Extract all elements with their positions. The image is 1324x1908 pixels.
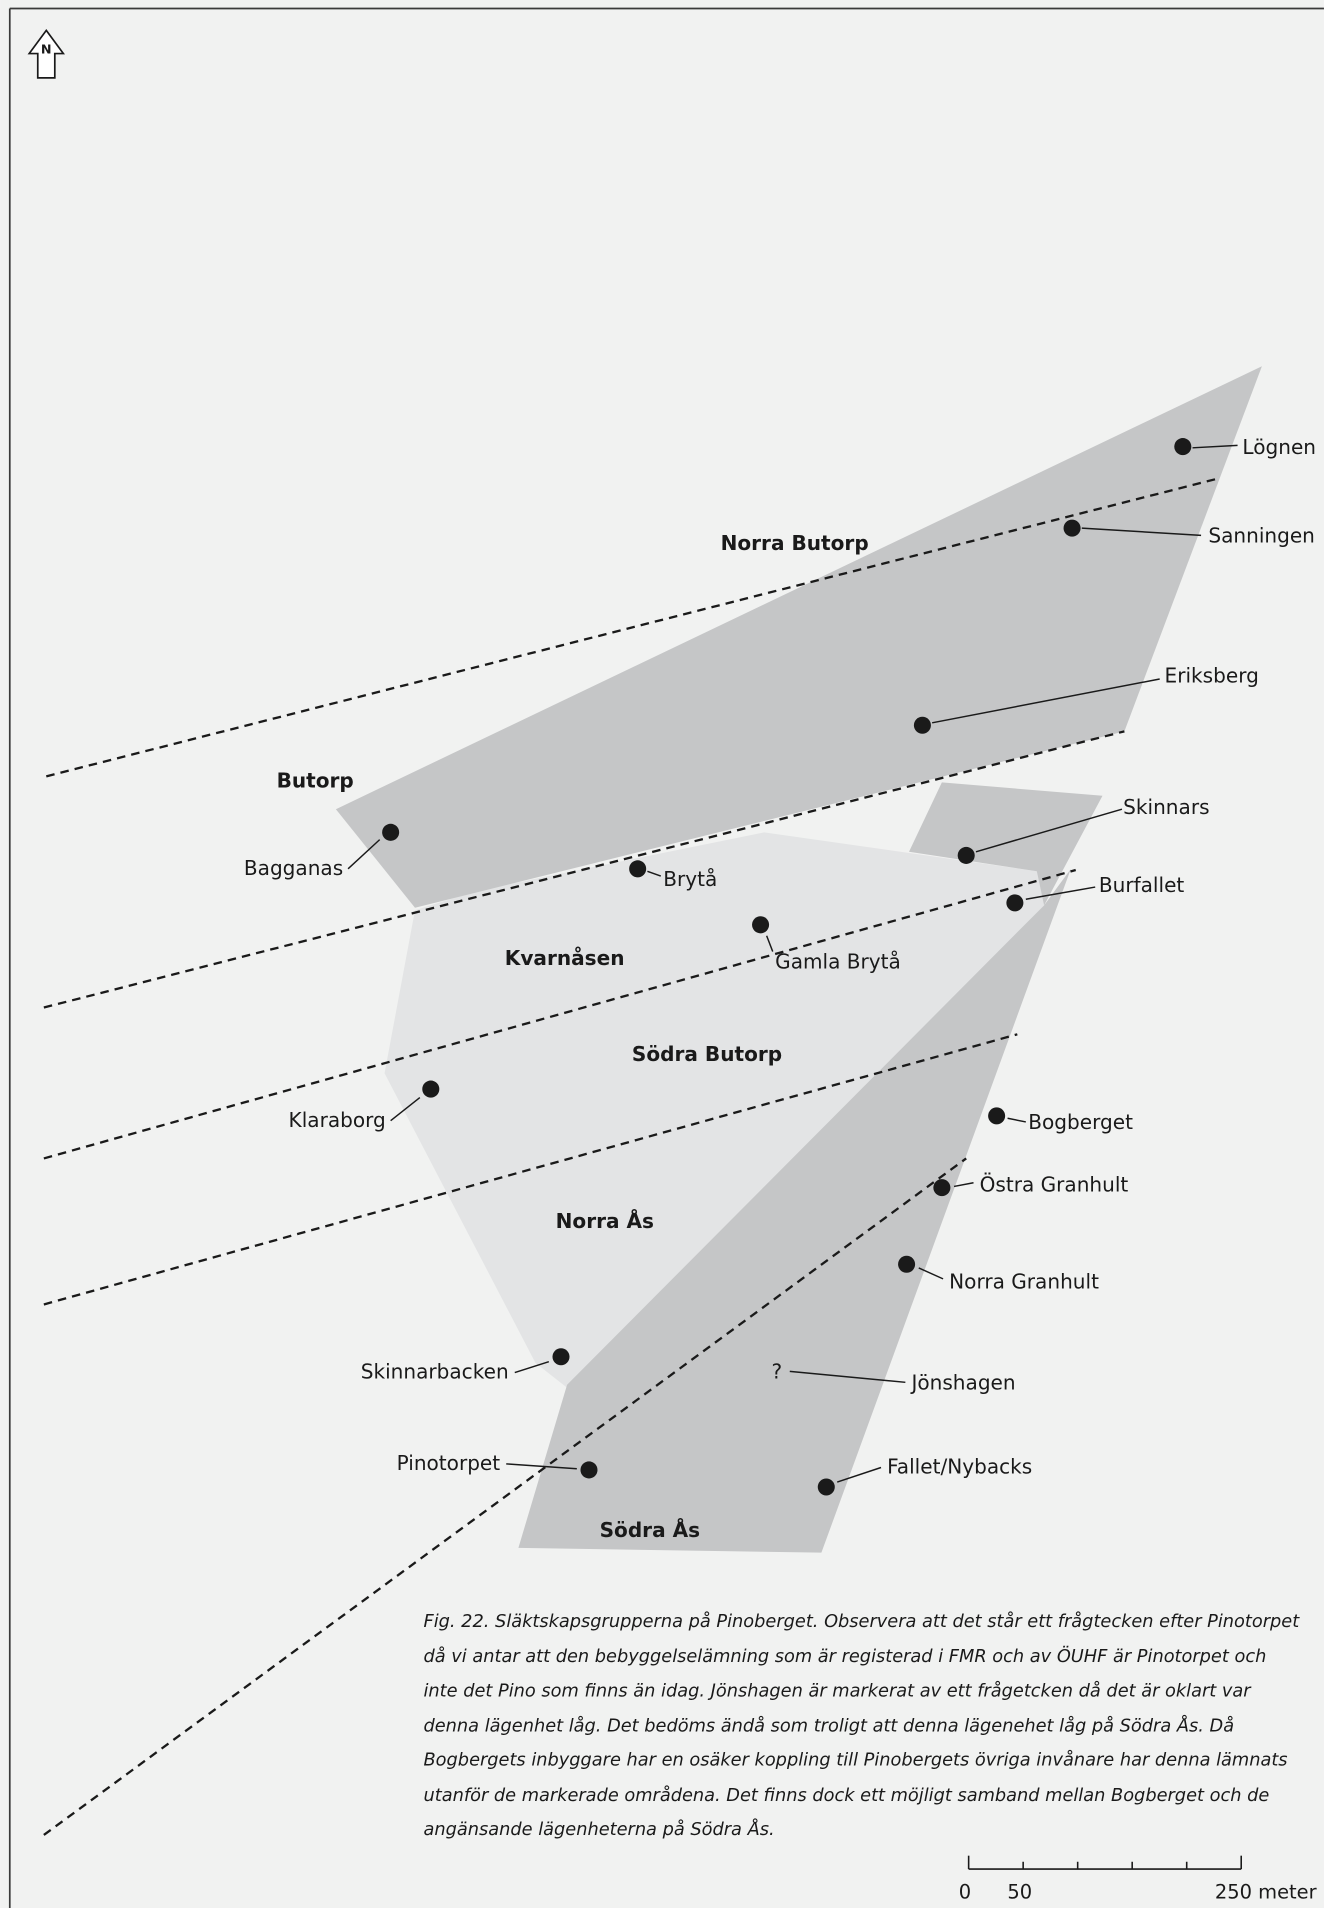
group-label-norra-as: Norra Ås (556, 1209, 654, 1233)
dot-skinnars (957, 846, 975, 864)
group-label-sodra-butorp: Södra Butorp (632, 1042, 782, 1066)
place-label-klaraborg: Klaraborg (289, 1108, 386, 1132)
place-label-jonshagen: Jönshagen (909, 1371, 1015, 1395)
dot-bagganas (382, 823, 400, 841)
settlement-dots (382, 438, 1192, 1496)
caption-line: angänsande lägenheterna på Södra Ås. (424, 1818, 775, 1840)
place-label-bagganas: Bagganas (244, 856, 343, 880)
group-label-kvarnasen: Kvarnåsen (505, 946, 625, 970)
place-label-bryta: Brytå (663, 867, 717, 891)
region-sodra-as (518, 868, 1071, 1553)
dot-sanningen (1063, 519, 1081, 537)
place-label-skinnarbacken: Skinnarbacken (361, 1360, 509, 1384)
dot-bryta (629, 860, 647, 878)
region-kvarnasen-sodra-butorp-norra-as (384, 832, 1045, 1390)
scale-label-fifty: 50 (1007, 1880, 1032, 1903)
figure-caption: Fig. 22. Släktskapsgrupperna på Pinoberg… (424, 1611, 1301, 1840)
dot-burfallet (1006, 894, 1024, 912)
place-label-norra-granhult: Norra Granhult (949, 1270, 1099, 1294)
place-label-burfallet: Burfallet (1099, 873, 1185, 897)
place-label-ostra-granhult: Östra Granhult (980, 1172, 1129, 1196)
dot-ostra-granhult (933, 1179, 951, 1197)
dot-klaraborg (422, 1080, 440, 1098)
caption-line: Fig. 22. Släktskapsgrupperna på Pinoberg… (424, 1611, 1301, 1632)
place-label-bogberget: Bogberget (1028, 1110, 1133, 1134)
leader-lines (347, 444, 1238, 1483)
dashed-line-4 (43, 1033, 1018, 1306)
north-arrow-label: N (41, 43, 52, 58)
place-label-gamla-bryta: Gamla Brytå (775, 950, 901, 974)
caption-line: då vi antar att den bebyggelselämning so… (424, 1645, 1267, 1667)
dot-skinnarbacken (552, 1348, 570, 1366)
scale-bar: 0 50 250 meter (959, 1855, 1317, 1903)
dot-eriksberg (913, 716, 931, 734)
caption-line: Bogbergets inbyggare har en osäker koppl… (424, 1750, 1288, 1771)
dot-pinotorpet (580, 1461, 598, 1479)
group-label-butorp: Butorp (277, 768, 354, 792)
dashed-line-1 (45, 477, 1220, 778)
place-label-skinnars: Skinnars (1123, 795, 1209, 819)
group-label-sodra-as: Södra Ås (600, 1518, 700, 1542)
caption-line: inte det Pino som finns än idag. Jönshag… (424, 1680, 1253, 1701)
place-label-eriksberg: Eriksberg (1165, 664, 1259, 688)
dashed-line-3 (43, 868, 1077, 1160)
jonshagen-question-mark: ? (772, 1360, 783, 1384)
dot-gamla-bryta (752, 916, 770, 934)
dashed-line-2 (43, 730, 1125, 1009)
north-arrow-icon: N (27, 28, 66, 79)
place-label-pinotorpet: Pinotorpet (397, 1451, 501, 1475)
dot-norra-granhult (898, 1255, 916, 1273)
place-label-sanningen: Sanningen (1208, 524, 1315, 548)
place-label-fallet-nybacks: Fallet/Nybacks (887, 1455, 1032, 1479)
caption-line: denna lägenhet låg. Det bedöms ändå som … (424, 1715, 1235, 1737)
dot-fallet-nybacks (817, 1478, 835, 1496)
scale-bar-ticks (967, 1855, 1243, 1870)
region-norra-butorp-butorp (335, 366, 1262, 908)
dot-lognen (1174, 438, 1192, 456)
dashed-line-5 (43, 1157, 967, 1836)
place-label-lognen: Lögnen (1242, 435, 1316, 459)
scale-label-zero: 0 (959, 1880, 971, 1903)
region-bogberget-arm (909, 782, 1103, 906)
caption-line: utanför de markerade områdena. Det finns… (424, 1785, 1270, 1806)
group-label-norra-butorp: Norra Butorp (721, 531, 869, 555)
dot-bogberget (988, 1107, 1006, 1125)
scale-label-max: 250 meter (1215, 1880, 1317, 1903)
